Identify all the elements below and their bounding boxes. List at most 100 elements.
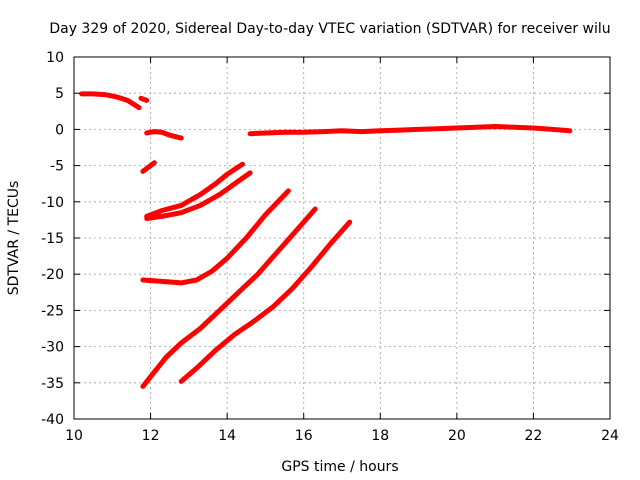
data-point xyxy=(195,366,198,370)
y-tick-label: -10 xyxy=(41,195,64,211)
y-tick-label: -20 xyxy=(41,267,64,283)
data-point xyxy=(214,182,218,186)
data-point xyxy=(114,95,118,99)
data-point xyxy=(294,229,298,233)
data-point xyxy=(474,125,478,129)
data-point xyxy=(160,214,164,218)
data-point xyxy=(237,290,241,294)
y-tick-label: -15 xyxy=(41,231,64,247)
y-tick-label: -40 xyxy=(41,412,64,428)
x-tick-label: 12 xyxy=(142,428,160,444)
data-point xyxy=(152,370,156,374)
data-point xyxy=(244,236,248,240)
data-point xyxy=(139,96,143,100)
y-tick-label: -35 xyxy=(41,376,64,392)
data-point xyxy=(145,131,149,135)
data-point xyxy=(210,269,214,273)
data-point xyxy=(195,278,198,282)
x-tick-label: 10 xyxy=(65,428,83,444)
data-point xyxy=(225,172,229,176)
data-point xyxy=(152,161,156,165)
data-point xyxy=(531,126,535,130)
data-point xyxy=(145,98,149,102)
data-point xyxy=(141,169,145,173)
data-point xyxy=(152,130,156,134)
series-arc-8 xyxy=(140,188,291,286)
data-point xyxy=(179,203,183,207)
data-point xyxy=(198,327,202,330)
data-point xyxy=(313,207,317,211)
data-point xyxy=(160,279,164,283)
data-point xyxy=(214,348,218,352)
data-point xyxy=(225,256,229,260)
series-arc-1 xyxy=(79,91,142,111)
x-tick-label: 16 xyxy=(295,428,313,444)
x-tick-label: 20 xyxy=(448,428,466,444)
chart-title: Day 329 of 2020, Sidereal Day-to-day VTE… xyxy=(49,21,610,37)
x-tick-label: 14 xyxy=(218,428,236,444)
x-tick-label: 18 xyxy=(371,428,389,444)
x-axis-label: GPS time / hours xyxy=(281,459,398,475)
data-point xyxy=(168,133,172,137)
data-point xyxy=(179,211,183,215)
data-point xyxy=(568,129,572,133)
data-point xyxy=(512,125,516,129)
data-point xyxy=(321,130,325,134)
y-tick-label: 0 xyxy=(55,122,64,138)
data-point xyxy=(340,129,344,133)
y-tick-label: -5 xyxy=(50,159,64,175)
y-tick-label: -30 xyxy=(41,340,64,356)
data-point xyxy=(417,127,421,131)
y-tick-label: 5 xyxy=(55,86,64,102)
axes: 10 12 14 16 18 20 22 24 -40 -35 -30 -25 -20 -15 -10 -5 0… xyxy=(41,50,619,444)
data-point xyxy=(141,384,145,388)
y-axis-label: SDTVAR / TECUs xyxy=(6,181,22,296)
data-point xyxy=(455,126,459,130)
data-point xyxy=(241,162,244,166)
data-point xyxy=(198,203,202,207)
x-tick-label: 22 xyxy=(525,428,543,444)
data-point xyxy=(348,220,352,224)
series-layer xyxy=(79,91,573,389)
data-point xyxy=(283,130,287,134)
data-point xyxy=(436,127,440,131)
data-point xyxy=(233,332,237,336)
data-point xyxy=(179,341,183,345)
data-point xyxy=(256,272,260,276)
y-tick-label: -25 xyxy=(41,303,64,319)
data-point xyxy=(275,251,279,254)
data-point xyxy=(248,132,252,136)
data-point xyxy=(309,265,313,269)
data-point xyxy=(218,308,221,312)
data-point xyxy=(302,130,306,134)
data-point xyxy=(179,379,183,383)
data-point xyxy=(233,182,237,186)
data-point xyxy=(263,213,267,217)
series-arc-3 xyxy=(144,129,184,141)
data-point xyxy=(91,92,95,96)
data-point xyxy=(218,193,221,197)
data-point xyxy=(263,131,267,135)
data-point xyxy=(329,242,332,246)
data-point xyxy=(179,136,183,140)
data-point xyxy=(551,127,555,131)
y-tick-label: 10 xyxy=(46,50,64,66)
data-point xyxy=(271,305,275,309)
data-point xyxy=(80,92,84,96)
data-point xyxy=(493,125,497,128)
series-arc-5 xyxy=(247,124,573,137)
data-point xyxy=(145,217,149,220)
data-point xyxy=(103,93,107,97)
data-point xyxy=(290,287,294,291)
grid xyxy=(74,57,610,419)
data-point xyxy=(126,98,130,102)
data-point xyxy=(378,129,382,133)
data-point xyxy=(137,106,141,110)
data-point xyxy=(164,356,168,359)
data-point xyxy=(252,319,256,323)
data-point xyxy=(198,193,202,197)
data-point xyxy=(160,130,164,134)
data-point xyxy=(397,128,401,132)
data-point xyxy=(359,130,363,134)
